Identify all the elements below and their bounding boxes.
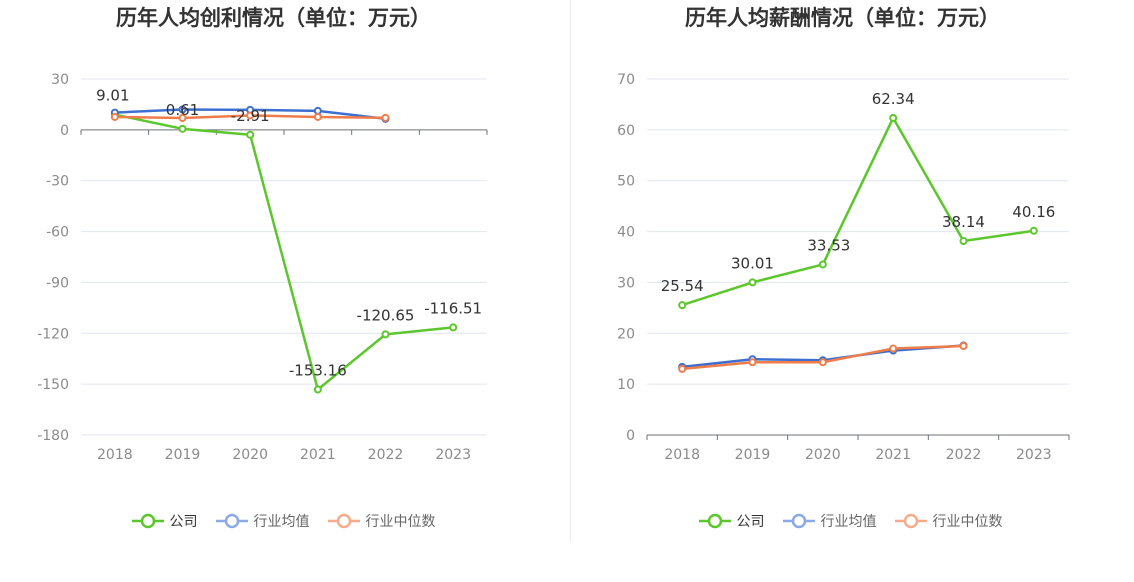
y-tick-label: -180 xyxy=(37,428,69,444)
y-tick-label: -30 xyxy=(46,174,69,190)
legend-label: 公司 xyxy=(169,514,198,530)
chart-plot-area: 30 0 -30 -60 -90 -120 -150 -180 2018 2019 2020 2021… xyxy=(37,72,488,463)
y-tick-label: 20 xyxy=(617,326,635,342)
legend-swatch-icon xyxy=(698,513,731,529)
data-label: 40.16 xyxy=(1012,203,1055,221)
x-tick-label: 2020 xyxy=(232,447,268,463)
data-point xyxy=(959,342,968,350)
y-tick-label: -90 xyxy=(46,275,69,291)
data-point xyxy=(313,385,322,394)
data-label: 25.54 xyxy=(661,277,704,295)
data-label: -116.51 xyxy=(424,299,482,317)
data-label: 0.61 xyxy=(166,101,199,119)
x-tick-label: 2022 xyxy=(368,447,404,463)
series-line-0 xyxy=(114,113,454,391)
legend-item[interactable]: 行业均值 xyxy=(215,511,310,531)
legend-swatch-icon xyxy=(131,513,164,529)
y-tick-label: 60 xyxy=(617,123,635,139)
data-point xyxy=(178,105,187,114)
data-point xyxy=(959,237,968,246)
x-tick-label: 2023 xyxy=(435,447,471,463)
legend-item[interactable]: 行业中位数 xyxy=(894,511,1003,531)
data-point xyxy=(818,260,827,269)
data-point xyxy=(889,113,898,122)
data-label: -120.65 xyxy=(357,306,415,324)
x-tick-label: 2019 xyxy=(165,447,201,463)
data-label: 30.01 xyxy=(731,254,774,272)
x-tick-label: 2018 xyxy=(97,447,133,463)
data-label: -2.91 xyxy=(231,107,270,125)
data-point xyxy=(678,364,687,373)
y-tick-label: 30 xyxy=(617,275,635,291)
chart-plot-area: 70 60 50 40 30 20 10 0 2018 2019 2020 2021 2022 2023 2… xyxy=(617,72,1070,463)
chart-legend: 公司 行业均值 行业中位数 xyxy=(567,511,1134,531)
data-label: 33.53 xyxy=(807,236,850,254)
data-point xyxy=(178,113,187,122)
data-point xyxy=(110,112,119,121)
x-tick-label: 2023 xyxy=(1016,447,1052,463)
x-tick-label: 2018 xyxy=(664,447,700,463)
legend-item[interactable]: 行业均值 xyxy=(782,511,877,531)
x-tick-label: 2019 xyxy=(735,447,771,463)
legend-swatch-icon xyxy=(215,513,248,529)
legend-swatch-icon xyxy=(782,513,815,529)
chart-title: 历年人均薪酬情况（单位：万元） xyxy=(685,6,1000,30)
legend-item[interactable]: 公司 xyxy=(131,511,198,531)
data-point xyxy=(889,344,898,353)
data-point xyxy=(748,358,757,367)
legend-item[interactable]: 公司 xyxy=(698,511,765,531)
y-tick-label: 50 xyxy=(617,174,635,190)
y-tick-label: -120 xyxy=(37,326,69,342)
panel-divider xyxy=(570,0,571,542)
y-tick-label: 0 xyxy=(60,123,69,139)
y-tick-label: -150 xyxy=(37,377,69,393)
data-label: 62.34 xyxy=(872,90,915,108)
data-label: 9.01 xyxy=(96,87,129,105)
chart-legend: 公司 行业均值 行业中位数 xyxy=(0,511,567,531)
x-tick-label: 2022 xyxy=(946,447,982,463)
chart-panel-profit: 历年人均创利情况（单位：万元） 30 0 -30 -60 -90 -120 -150 -180… xyxy=(0,6,567,531)
data-point xyxy=(381,113,390,122)
data-point xyxy=(818,358,827,367)
chart-panel-salary: 历年人均薪酬情况（单位：万元） 70 60 50 40 30 20 10 0 2018 2019 2… xyxy=(567,0,1134,582)
y-tick-label: 30 xyxy=(51,72,69,88)
series-line-0 xyxy=(681,116,1035,307)
legend-label: 行业中位数 xyxy=(932,514,1003,530)
y-tick-label: 10 xyxy=(617,377,635,393)
legend-label: 行业均值 xyxy=(253,514,310,530)
data-point xyxy=(748,278,757,287)
x-tick-label: 2021 xyxy=(875,447,911,463)
legend-label: 行业均值 xyxy=(820,514,877,530)
data-point xyxy=(1029,226,1038,235)
data-label: 38.14 xyxy=(942,213,985,231)
data-point xyxy=(449,323,458,332)
data-point xyxy=(246,111,255,120)
data-point xyxy=(313,112,322,121)
legend-swatch-icon xyxy=(327,513,360,529)
y-tick-label: 0 xyxy=(626,428,635,444)
legend-item[interactable]: 行业中位数 xyxy=(327,511,436,531)
data-point xyxy=(313,106,322,115)
chart-title: 历年人均创利情况（单位：万元） xyxy=(116,6,431,30)
x-tick-label: 2021 xyxy=(300,447,336,463)
legend-label: 公司 xyxy=(736,514,765,530)
legend-label: 行业中位数 xyxy=(365,514,436,530)
y-tick-label: -60 xyxy=(46,225,69,241)
data-point xyxy=(178,124,187,133)
y-tick-label: 40 xyxy=(617,225,635,241)
legend-swatch-icon xyxy=(894,513,927,529)
data-point xyxy=(678,301,687,310)
data-point xyxy=(381,330,390,339)
y-tick-label: 70 xyxy=(617,72,635,88)
data-point xyxy=(246,130,255,139)
x-tick-label: 2020 xyxy=(805,447,841,463)
data-label: -153.16 xyxy=(289,361,347,379)
